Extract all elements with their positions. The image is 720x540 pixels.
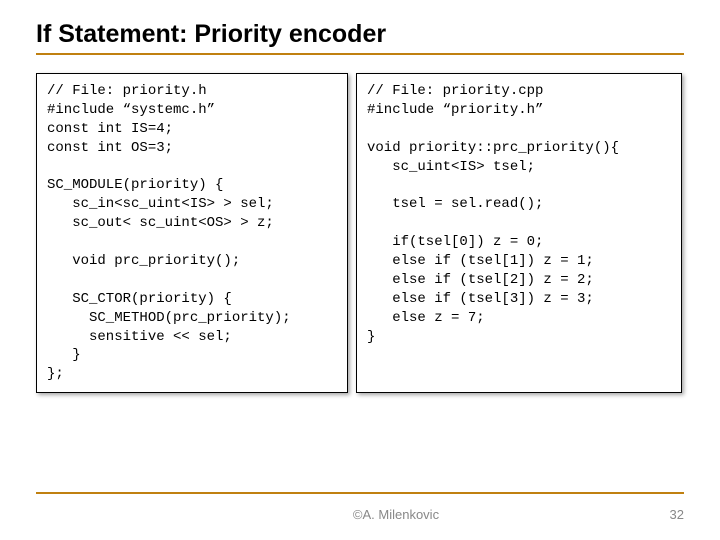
page-number: 32 (670, 507, 684, 522)
footer-rule (36, 492, 684, 494)
code-block-header: // File: priority.h #include “systemc.h”… (36, 73, 348, 393)
slide: If Statement: Priority encoder // File: … (0, 0, 720, 540)
code-row: // File: priority.h #include “systemc.h”… (36, 73, 684, 393)
code-block-source: // File: priority.cpp #include “priority… (356, 73, 682, 393)
title-underline (36, 53, 684, 55)
slide-title: If Statement: Priority encoder (36, 20, 684, 49)
footer-author: ©A. Milenkovic (36, 507, 720, 522)
